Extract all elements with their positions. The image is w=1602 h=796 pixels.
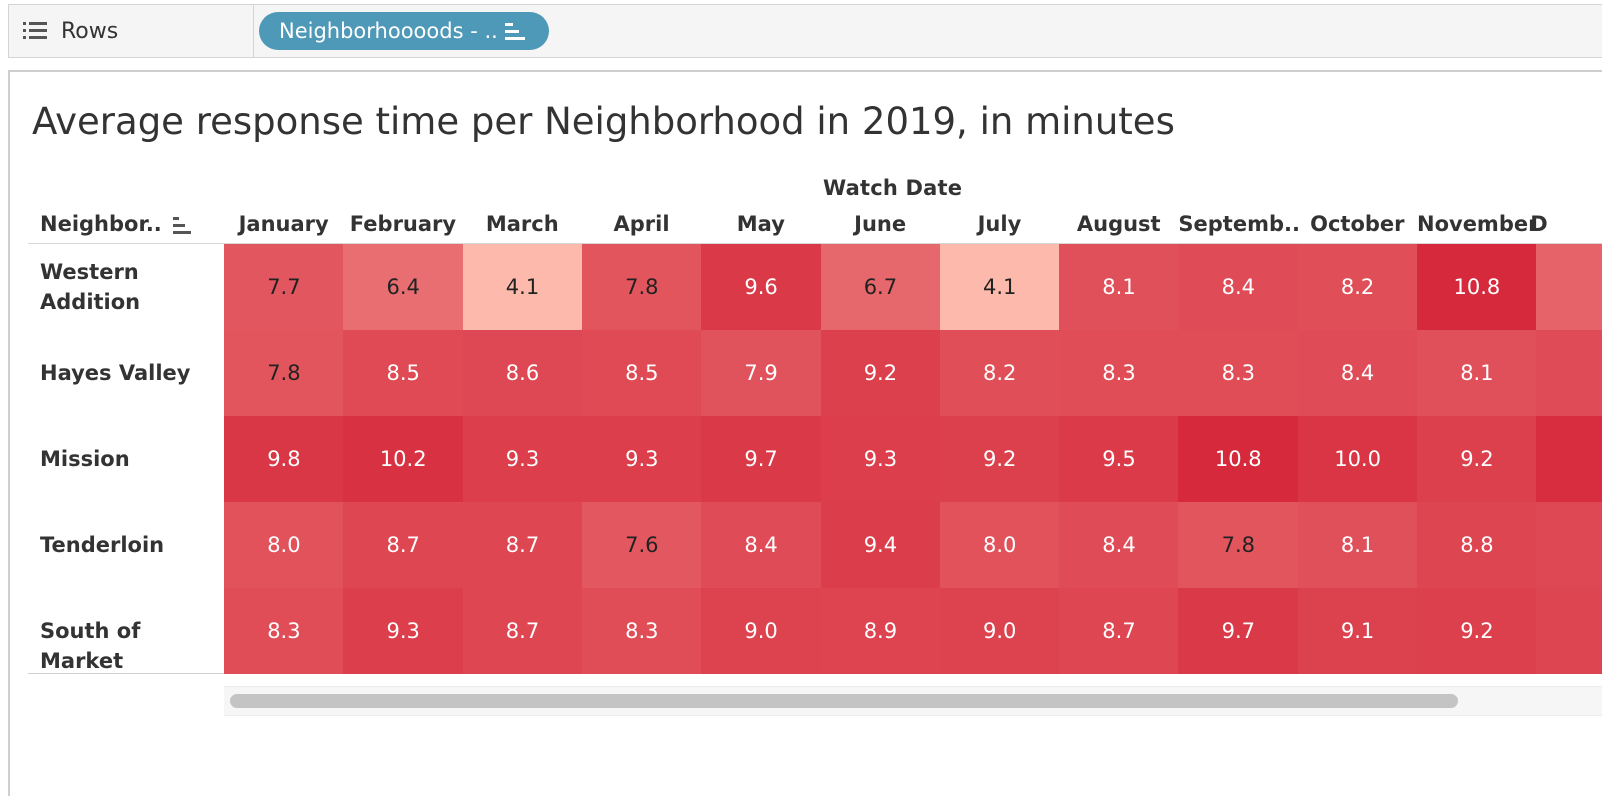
heatmap-cell-partial[interactable]	[1536, 416, 1602, 502]
header-divider	[28, 243, 1602, 244]
heatmap-cell[interactable]: 8.4	[701, 502, 821, 588]
heatmap-cell[interactable]: 9.2	[1417, 416, 1537, 502]
row-label[interactable]: Western Addition	[40, 260, 141, 314]
heatmap-cell[interactable]: 6.7	[820, 244, 941, 330]
heatmap-cell[interactable]: 8.7	[462, 502, 583, 588]
heatmap-cell[interactable]: 8.5	[343, 330, 464, 416]
heatmap-cell[interactable]: 8.3	[1178, 330, 1299, 416]
heatmap-cell[interactable]: 8.1	[1417, 330, 1537, 416]
column-header[interactable]: October	[1310, 212, 1405, 236]
heatmap-cell[interactable]: 9.3	[462, 416, 583, 502]
heatmap-cell[interactable]: 10.8	[1417, 244, 1537, 330]
column-header[interactable]: February	[349, 212, 457, 236]
heatmap-cell[interactable]: 6.4	[343, 244, 464, 330]
heatmap-cell[interactable]: 8.0	[224, 502, 344, 588]
heatmap-cell[interactable]: 9.6	[701, 244, 821, 330]
column-header[interactable]: May	[736, 212, 785, 236]
heatmap-cell[interactable]: 10.0	[1297, 416, 1418, 502]
heatmap-cell[interactable]: 8.2	[939, 330, 1060, 416]
sort-descending-icon[interactable]	[505, 22, 527, 40]
heatmap-cell[interactable]: 9.0	[701, 588, 821, 674]
heatmap-cell[interactable]: 9.4	[820, 502, 941, 588]
heatmap-cell[interactable]: 9.3	[581, 416, 702, 502]
heatmap-cell[interactable]: 9.7	[701, 416, 821, 502]
rows-shelf-label: Rows	[9, 5, 254, 57]
heatmap-cell[interactable]: 7.6	[581, 502, 702, 588]
heatmap-cell[interactable]: 8.2	[1297, 244, 1418, 330]
column-header[interactable]: Septemb..	[1178, 212, 1298, 236]
heatmap-cell[interactable]: 8.4	[1297, 330, 1418, 416]
heatmap-cell[interactable]: 9.3	[820, 416, 941, 502]
heatmap-cell[interactable]: 8.7	[343, 502, 464, 588]
heatmap-cell[interactable]: 9.3	[343, 588, 464, 674]
heatmap-cell[interactable]: 8.1	[1059, 244, 1179, 330]
column-header[interactable]: D	[1530, 212, 1548, 236]
rows-label: Rows	[61, 18, 119, 44]
heatmap-cell[interactable]: 9.2	[820, 330, 941, 416]
column-header[interactable]: April	[613, 212, 670, 236]
heatmap-cell[interactable]: 10.2	[343, 416, 464, 502]
heatmap-cell[interactable]: 9.1	[1297, 588, 1418, 674]
sort-descending-icon[interactable]	[173, 216, 193, 234]
heatmap-cell[interactable]: 8.7	[462, 588, 583, 674]
heatmap-cell[interactable]: 8.4	[1059, 502, 1179, 588]
rows-list-icon	[23, 21, 47, 41]
heatmap-cell[interactable]: 8.9	[820, 588, 941, 674]
column-group-label: Watch Date	[823, 176, 963, 200]
heatmap-cell[interactable]: 4.1	[462, 244, 583, 330]
heatmap-cell[interactable]: 9.0	[939, 588, 1060, 674]
heatmap-cell[interactable]: 8.8	[1417, 502, 1537, 588]
heatmap-cell[interactable]: 8.4	[1178, 244, 1299, 330]
heatmap-cell[interactable]: 7.8	[1178, 502, 1299, 588]
heatmap-cell[interactable]: 8.3	[224, 588, 344, 674]
heatmap-cell[interactable]: 7.8	[224, 330, 344, 416]
heatmap-cell-partial[interactable]	[1536, 588, 1602, 674]
column-header[interactable]: January	[238, 212, 329, 236]
sheet-title: Average response time per Neighborhood i…	[32, 100, 1175, 143]
heatmap-cell-partial[interactable]	[1536, 330, 1602, 416]
row-label[interactable]: South of Market	[40, 619, 141, 673]
heatmap-cell[interactable]: 8.6	[462, 330, 583, 416]
heatmap-cell[interactable]: 9.5	[1059, 416, 1179, 502]
heatmap-cell[interactable]: 10.8	[1178, 416, 1299, 502]
heatmap-cell[interactable]: 8.3	[581, 588, 702, 674]
column-header[interactable]: August	[1076, 212, 1161, 236]
heatmap-cell[interactable]: 4.1	[939, 244, 1060, 330]
column-header[interactable]: March	[485, 212, 559, 236]
column-header[interactable]: July	[977, 212, 1022, 236]
heatmap-cell[interactable]: 7.9	[701, 330, 821, 416]
column-header[interactable]: June	[854, 212, 907, 236]
worksheet: Average response time per Neighborhood i…	[8, 70, 1602, 796]
column-header[interactable]: November	[1417, 212, 1537, 236]
heatmap-cell[interactable]: 7.7	[224, 244, 344, 330]
heatmap-cell[interactable]: 8.5	[581, 330, 702, 416]
heatmap-cell[interactable]: 8.3	[1059, 330, 1179, 416]
rows-shelf: Rows Neighborhoooods - ..	[8, 4, 1602, 58]
neighborhoods-pill[interactable]: Neighborhoooods - ..	[259, 12, 549, 50]
heatmap-cell[interactable]: 9.2	[939, 416, 1060, 502]
pill-label: Neighborhoooods - ..	[279, 19, 498, 43]
heatmap-cell[interactable]: 8.0	[939, 502, 1060, 588]
row-label[interactable]: Mission	[40, 447, 130, 471]
row-header-title[interactable]: Neighbor..	[40, 212, 162, 236]
heatmap-cell-partial[interactable]	[1536, 502, 1602, 588]
heatmap-cell-partial[interactable]	[1536, 244, 1602, 330]
horizontal-scrollbar[interactable]	[224, 686, 1602, 716]
row-label[interactable]: Hayes Valley	[40, 361, 191, 385]
heatmap-cell[interactable]: 7.8	[581, 244, 702, 330]
heatmap-cell[interactable]: 9.7	[1178, 588, 1299, 674]
row-label[interactable]: Tenderloin	[40, 533, 165, 557]
heatmap-cell[interactable]: 9.2	[1417, 588, 1537, 674]
heatmap-cell[interactable]: 8.7	[1059, 588, 1179, 674]
scrollbar-thumb[interactable]	[230, 694, 1458, 708]
heatmap-cell[interactable]: 9.8	[224, 416, 344, 502]
heatmap-cell[interactable]: 8.1	[1297, 502, 1418, 588]
